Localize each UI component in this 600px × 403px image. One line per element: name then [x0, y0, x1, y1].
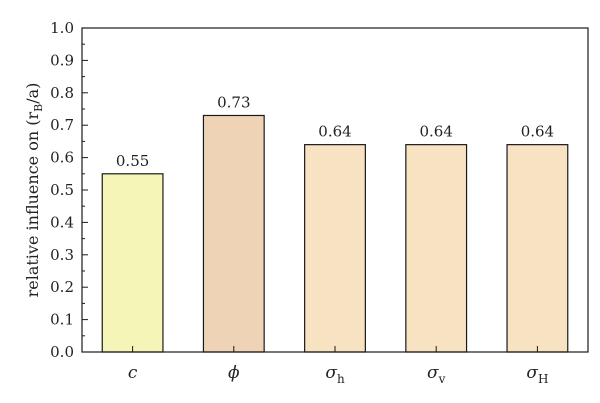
- y-tick-label: 0.4: [50, 213, 74, 231]
- y-axis-title-subscript: B: [32, 104, 45, 112]
- y-axis-ticks: [82, 27, 88, 353]
- y-tick-label: 0.3: [50, 246, 74, 264]
- y-tick-label: 0.6: [50, 149, 74, 167]
- y-tick-label: 1.0: [50, 19, 74, 37]
- y-tick-label: 0.5: [50, 181, 74, 199]
- x-axis-category-labels: c ϕ σh σv σH: [128, 363, 549, 386]
- bar: [304, 144, 366, 353]
- x-category-label: σv: [427, 363, 446, 386]
- y-tick-label: 0.1: [50, 311, 74, 329]
- x-category-label: σH: [526, 363, 548, 386]
- x-category-label: ϕ: [228, 363, 240, 383]
- category-subscript: H: [538, 372, 548, 386]
- y-tick-label: 0.8: [50, 84, 74, 102]
- category-subscript: h: [337, 372, 345, 386]
- y-axis-title: relative influence on (rB/a): [23, 83, 45, 298]
- value-labels: 0.55 0.73 0.64 0.64 0.64: [116, 93, 554, 169]
- y-axis-tick-labels: 0.0 0.1 0.2 0.3 0.4 0.5 0.6 0.7 0.8 0.9 1.0: [50, 19, 74, 361]
- y-axis-title-tail: /a): [23, 83, 42, 104]
- bar-value-label: 0.73: [217, 93, 250, 111]
- category-symbol: σ: [526, 363, 538, 383]
- y-axis-title-main: relative influence on (r: [23, 112, 42, 298]
- y-tick-label: 0.0: [50, 343, 74, 361]
- bar-value-label: 0.64: [419, 123, 452, 141]
- bar: [101, 173, 164, 353]
- category-symbol: σ: [325, 363, 337, 383]
- bar-value-label: 0.55: [116, 152, 149, 170]
- y-tick-label: 0.7: [50, 116, 74, 134]
- x-axis-ticks: [132, 346, 538, 352]
- bar: [506, 144, 569, 353]
- x-category-label: σh: [325, 363, 345, 386]
- category-symbol: σ: [427, 363, 439, 383]
- category-subscript: v: [438, 372, 446, 386]
- category-symbol: c: [128, 363, 138, 383]
- bar: [405, 144, 468, 353]
- bar-value-label: 0.64: [521, 123, 554, 141]
- y-tick-label: 0.9: [50, 51, 74, 69]
- category-symbol: ϕ: [228, 363, 240, 383]
- bar-value-label: 0.64: [318, 123, 351, 141]
- x-category-label: c: [128, 363, 138, 383]
- y-tick-label: 0.2: [50, 278, 74, 296]
- bars: [101, 114, 569, 353]
- bar: [202, 114, 265, 353]
